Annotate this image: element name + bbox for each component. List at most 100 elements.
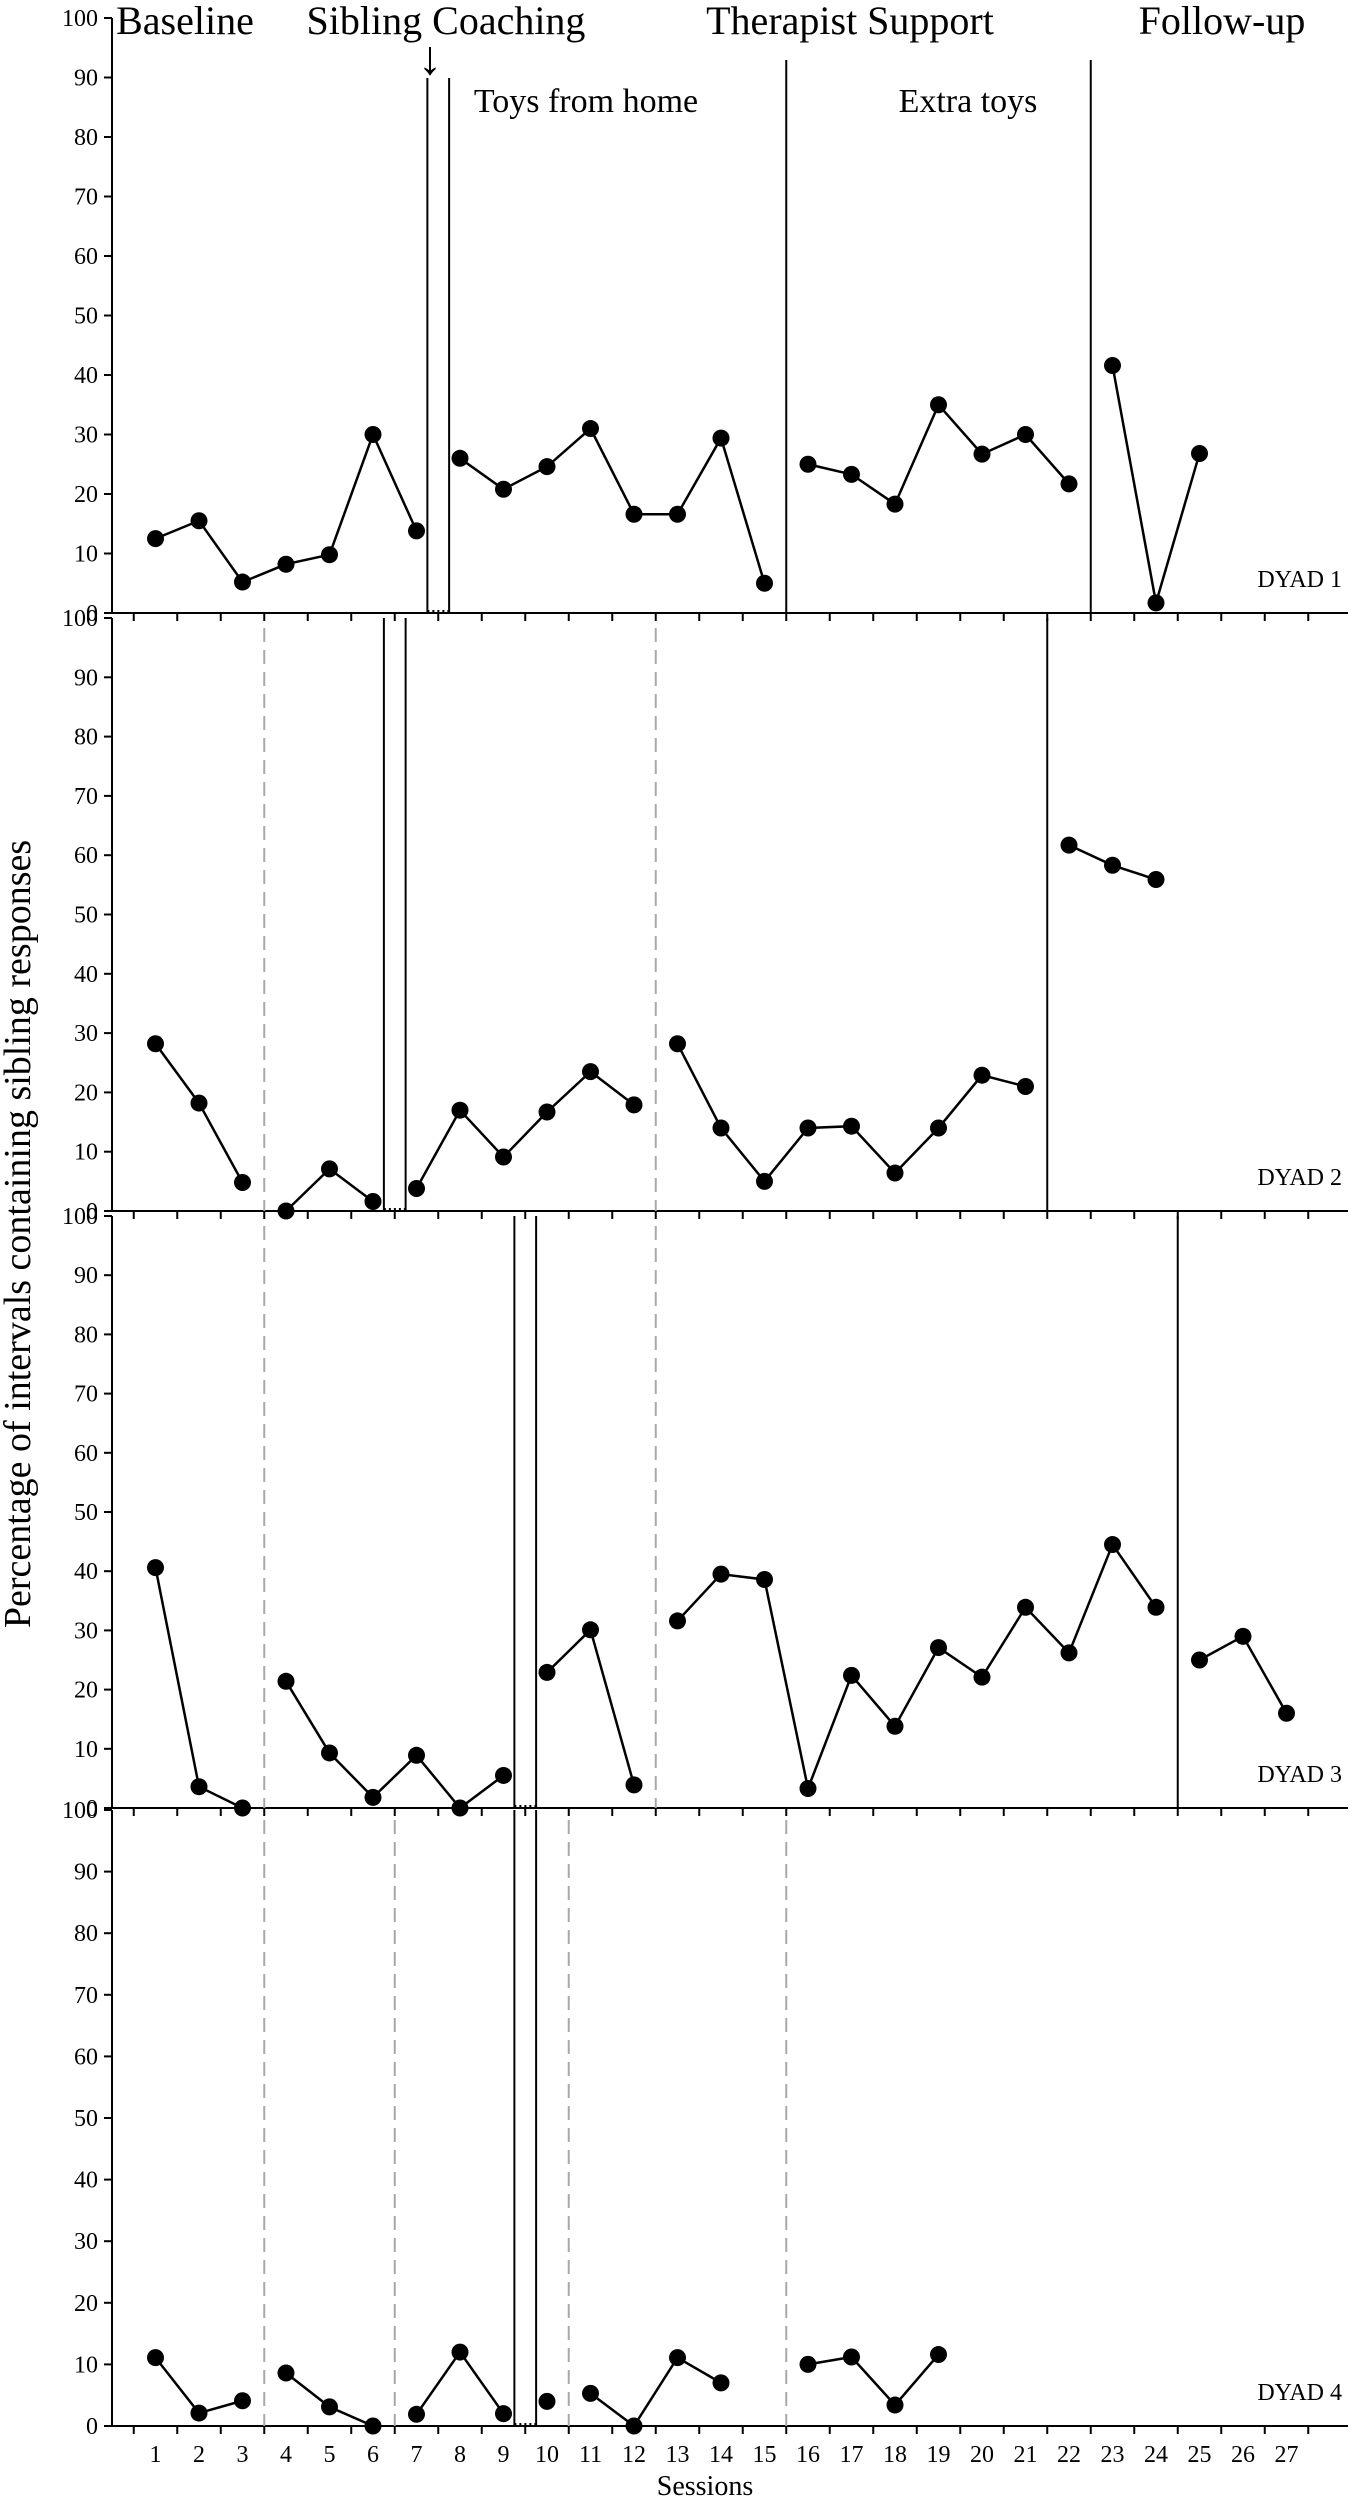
x-tick-label: 12 xyxy=(622,2442,646,2468)
phase-title: Therapist Support xyxy=(706,0,994,43)
dyad-label: DYAD 4 xyxy=(1257,2380,1342,2406)
data-point xyxy=(364,2417,382,2435)
y-tick-label: 100 xyxy=(62,1204,98,1230)
data-point xyxy=(625,505,643,523)
x-tick-label: 21 xyxy=(1014,2442,1038,2468)
series-line xyxy=(284,1680,505,1810)
data-point xyxy=(538,2392,556,2410)
data-point xyxy=(1104,856,1121,874)
data-point xyxy=(147,2349,164,2367)
data-point xyxy=(321,546,338,564)
y-tick-label: 0 xyxy=(86,1796,98,1822)
y-tick-label: 90 xyxy=(74,66,98,92)
data-point xyxy=(1278,1704,1295,1722)
x-tick-label: 7 xyxy=(411,2442,423,2468)
data-point xyxy=(843,2348,860,2366)
y-tick-label: 0 xyxy=(86,601,98,627)
series-line xyxy=(154,1567,244,1810)
x-tick-label: 10 xyxy=(535,2442,559,2468)
x-tick-label: 17 xyxy=(840,2442,864,2468)
data-point xyxy=(843,1666,860,1684)
down-arrow-icon: ↓ xyxy=(418,32,442,85)
data-point xyxy=(930,1639,947,1657)
phase-title: Baseline xyxy=(116,0,254,43)
dyad-label: DYAD 3 xyxy=(1257,1762,1342,1788)
data-point xyxy=(843,1117,860,1135)
x-tick-label: 6 xyxy=(367,2442,379,2468)
y-tick-label: 10 xyxy=(74,542,98,568)
data-point xyxy=(277,1672,295,1690)
y-tick-label: 90 xyxy=(74,1860,98,1886)
x-tick-label: 25 xyxy=(1188,2442,1212,2468)
data-point xyxy=(538,1663,556,1681)
panel-3: 0 10 20 30 40 50 60 70 80 90 100 DYAD 3 xyxy=(62,1204,1348,1822)
series-line xyxy=(807,402,1070,506)
panel-2: 0 10 20 30 40 50 60 70 80 90 100 DYAD 2 xyxy=(62,606,1348,1225)
data-point xyxy=(495,1766,512,1784)
data-point xyxy=(147,530,164,548)
y-tick-label: 40 xyxy=(74,962,98,988)
data-point xyxy=(408,1179,425,1197)
series-line xyxy=(1111,365,1201,604)
y-tick-label: 100 xyxy=(62,606,98,632)
y-tick-label: 70 xyxy=(74,784,98,810)
data-point xyxy=(669,505,686,523)
y-tick-label: 70 xyxy=(74,1382,98,1408)
data-point xyxy=(1234,1627,1252,1645)
data-point xyxy=(799,455,817,473)
x-tick-label: 23 xyxy=(1101,2442,1125,2468)
data-point xyxy=(669,2349,686,2367)
y-tick-label: 50 xyxy=(74,2106,98,2132)
data-point xyxy=(930,396,947,414)
data-point xyxy=(147,1559,164,1577)
phase-title: Sibling Coaching xyxy=(307,0,586,43)
x-tick-label: 3 xyxy=(237,2442,249,2468)
data-point xyxy=(1017,426,1034,443)
x-tick-label: 22 xyxy=(1057,2442,1081,2468)
data-point xyxy=(495,2405,512,2423)
y-tick-label: 10 xyxy=(74,1140,98,1166)
x-tick-label: 24 xyxy=(1144,2442,1168,2468)
y-tick-label: 40 xyxy=(74,2168,98,2194)
data-point xyxy=(712,1119,730,1137)
phase-title: Follow-up xyxy=(1139,0,1306,43)
data-point xyxy=(712,1565,730,1583)
series-line xyxy=(154,1043,244,1184)
series-line xyxy=(415,1070,635,1190)
series-line xyxy=(459,426,766,584)
data-point xyxy=(190,512,208,530)
data-point xyxy=(190,2404,208,2422)
y-tick-label: 10 xyxy=(74,2352,98,2378)
data-point xyxy=(234,1799,251,1817)
data-point xyxy=(277,2364,295,2382)
data-point xyxy=(712,429,730,447)
x-tick-label: 9 xyxy=(498,2442,510,2468)
data-point xyxy=(1191,1651,1208,1669)
data-point xyxy=(799,1119,817,1137)
data-point xyxy=(408,2405,425,2423)
dyad-label: DYAD 2 xyxy=(1257,1165,1342,1191)
data-point xyxy=(1017,1598,1034,1616)
data-point xyxy=(451,1101,469,1119)
y-tick-label: 40 xyxy=(74,363,98,389)
data-point xyxy=(190,1094,208,1112)
data-point xyxy=(756,1172,773,1190)
data-point xyxy=(277,1202,295,1220)
data-point xyxy=(451,2343,469,2361)
data-point xyxy=(1191,445,1208,463)
data-point xyxy=(495,480,512,498)
x-tick-label: 14 xyxy=(709,2442,733,2468)
data-point xyxy=(756,574,773,592)
series-line xyxy=(807,2353,940,2407)
y-tick-label: 80 xyxy=(74,1322,98,1348)
y-tick-label: 50 xyxy=(74,304,98,330)
y-tick-label: 70 xyxy=(74,185,98,211)
x-tick-label: 20 xyxy=(970,2442,994,2468)
data-point xyxy=(886,2396,904,2414)
data-point xyxy=(625,2417,643,2435)
x-tick-label: 13 xyxy=(666,2442,690,2468)
data-point xyxy=(669,1612,686,1630)
y-tick-label: 20 xyxy=(74,1080,98,1106)
data-point xyxy=(799,2355,817,2373)
dyad-label: DYAD 1 xyxy=(1257,567,1342,593)
